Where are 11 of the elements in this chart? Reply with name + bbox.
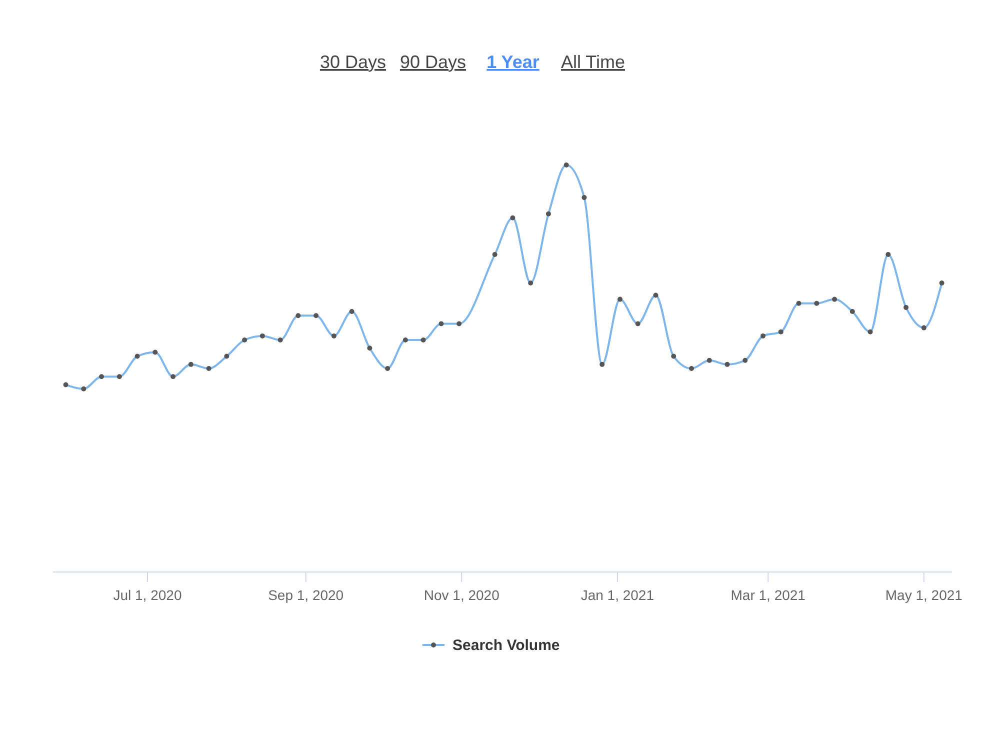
x-tick-label: Nov 1, 2020 (424, 587, 500, 603)
x-tick-label: Jul 1, 2020 (113, 587, 182, 603)
x-tick-label: Mar 1, 2021 (730, 587, 806, 603)
text: 90 Days (400, 52, 466, 72)
text: All Time (560, 52, 626, 72)
text: 1 Year (486, 52, 540, 72)
x-tick-label: May 1, 2021 (885, 587, 963, 603)
x-tick-label: Sep 1, 2020 (268, 587, 344, 603)
legend-label: Search Volume (452, 637, 560, 654)
x-tick-label: Jan 1, 2021 (580, 587, 654, 603)
text: 30 Days (320, 52, 386, 72)
